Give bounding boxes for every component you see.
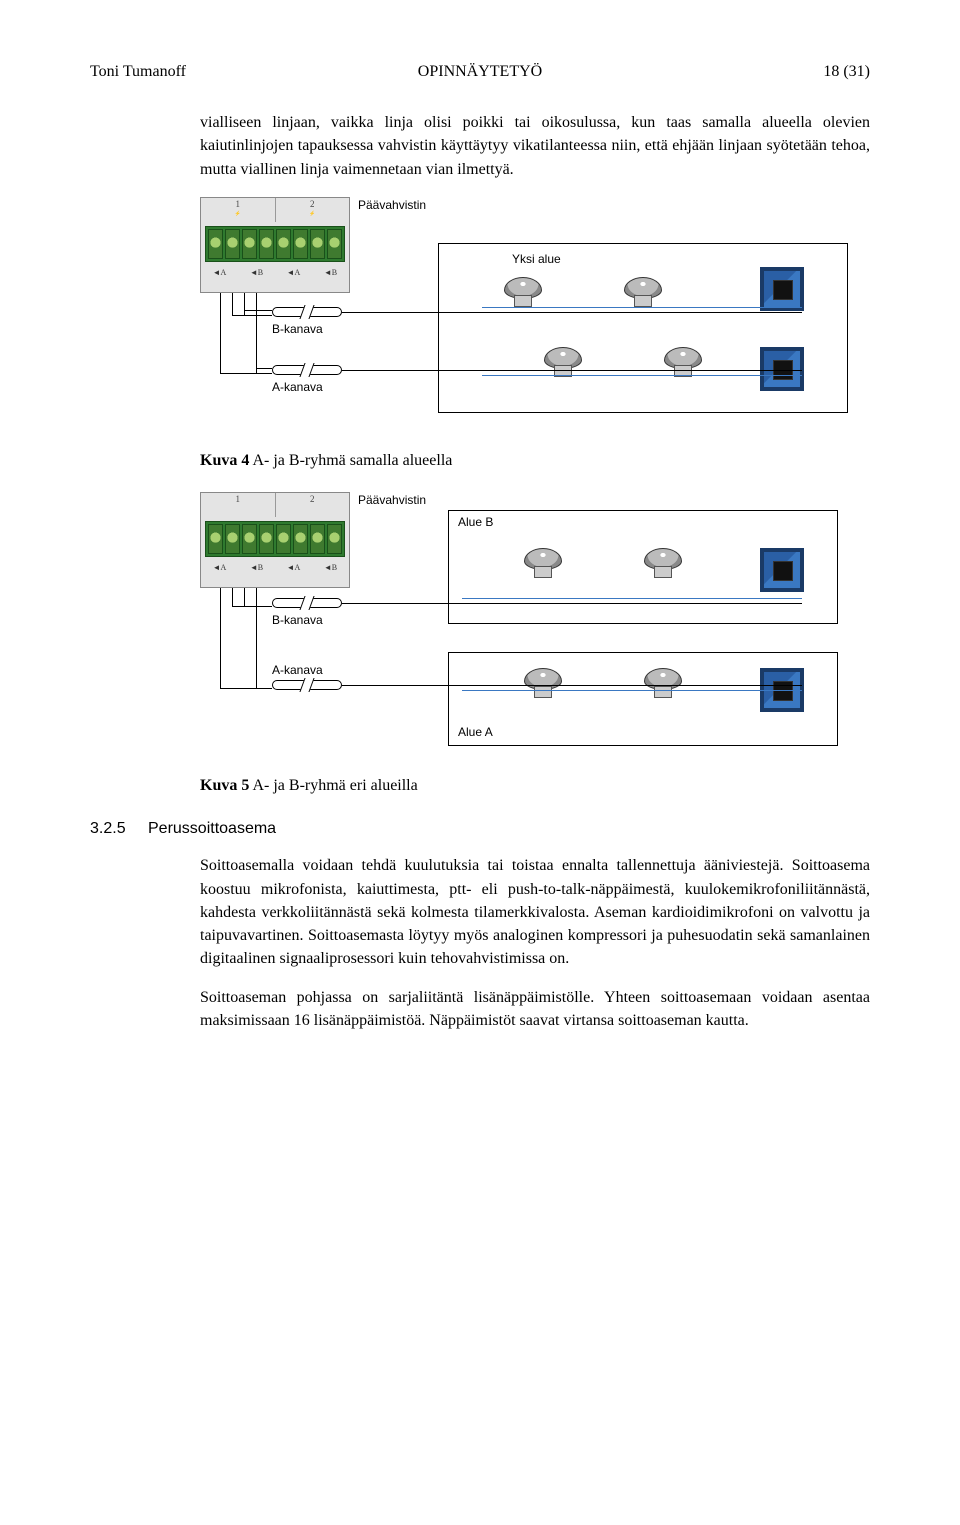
wire [482,375,802,376]
cable-break-icon [272,680,342,690]
zone-b-label: Alue B [458,514,493,531]
wire [232,315,272,316]
figure-5: 1 2 ◄A◄B◄A◄B Päävahvistin B-kanava A-kan… [200,492,870,752]
speaker-icon [640,548,686,578]
header-author: Toni Tumanoff [90,60,350,83]
amplifier-module: 1⚡ 2⚡ ◄A ◄B ◄A ◄B [200,197,350,293]
caption-label: Kuva 4 [200,452,249,469]
b-channel-label: B-kanava [272,612,323,629]
paragraph-intro: vialliseen linjaan, vaikka linja olisi p… [200,111,870,181]
amp-terminals [205,226,345,262]
wire [482,307,802,308]
figure-4: 1⚡ 2⚡ ◄A ◄B ◄A ◄B Päävahvistin B-kanava [200,197,870,427]
section-heading: 3.2.5 Perussoittoasema [90,817,870,840]
wire [244,293,245,315]
cable-break-icon [272,598,342,608]
section-number: 3.2.5 [90,817,130,840]
wire [256,293,257,373]
caption-label: Kuva 5 [200,777,249,794]
wire [220,373,272,374]
caption-text: A- ja B-ryhmä eri alueilla [249,777,417,794]
pcb-icon [760,548,804,592]
section-title: Perussoittoasema [148,817,276,840]
wire [256,368,272,369]
amp-ch2: 2 [310,493,315,506]
wire [244,310,272,311]
amp-bottom-labels: ◄A ◄B ◄A ◄B [201,262,349,284]
wire [232,588,233,606]
cable-break-icon [272,365,342,375]
wire [462,690,802,691]
cable-break-icon [272,307,342,317]
zone-a-label: Alue A [458,724,493,741]
wire [482,370,802,371]
a-channel-label: A-kanava [272,379,323,396]
a-channel-label: A-kanava [272,662,323,679]
wire [232,606,272,607]
speaker-icon [540,347,586,377]
amplifier-module: 1 2 ◄A◄B◄A◄B [200,492,350,588]
amp-ch1: 1 [236,493,241,506]
amp-ch1: 1 [236,198,241,211]
pcb-icon [760,347,804,391]
page-header: Toni Tumanoff OPINNÄYTETYÖ 18 (31) [90,60,870,83]
figure-5-caption: Kuva 5 A- ja B-ryhmä eri alueilla [200,774,870,797]
speaker-icon [500,277,546,307]
paragraph-a: Soittoasemalla voidaan tehdä kuulutuksia… [200,854,870,970]
wire [482,312,802,313]
wire [232,293,233,315]
wire [342,603,462,604]
figure-4-caption: Kuva 4 A- ja B-ryhmä samalla alueella [200,449,870,472]
wire [256,588,257,688]
wire [220,293,221,373]
amp-terminals [205,521,345,557]
zone-label: Yksi alue [512,251,561,268]
wire [462,603,802,604]
header-page: 18 (31) [610,60,870,83]
diagram-2: 1 2 ◄A◄B◄A◄B Päävahvistin B-kanava A-kan… [200,492,860,752]
speaker-icon [520,548,566,578]
wire [220,688,272,689]
speaker-icon [520,668,566,698]
header-doctype: OPINNÄYTETYÖ [350,60,610,83]
wire [462,685,802,686]
paragraph-b: Soittoaseman pohjassa on sarjaliitäntä l… [200,986,870,1032]
speaker-icon [660,347,706,377]
wire [244,588,245,606]
wire [462,598,802,599]
amp-main-label: Päävahvistin [358,197,426,214]
b-channel-label: B-kanava [272,321,323,338]
amp-main-label: Päävahvistin [358,492,426,509]
caption-text: A- ja B-ryhmä samalla alueella [249,452,452,469]
diagram-1: 1⚡ 2⚡ ◄A ◄B ◄A ◄B Päävahvistin B-kanava [200,197,860,427]
pcb-icon [760,267,804,311]
speaker-icon [620,277,666,307]
amp-bottom-labels: ◄A◄B◄A◄B [201,557,349,579]
amp-ch2: 2 [310,198,315,211]
wire [220,588,221,688]
speaker-icon [640,668,686,698]
wire [342,685,462,686]
